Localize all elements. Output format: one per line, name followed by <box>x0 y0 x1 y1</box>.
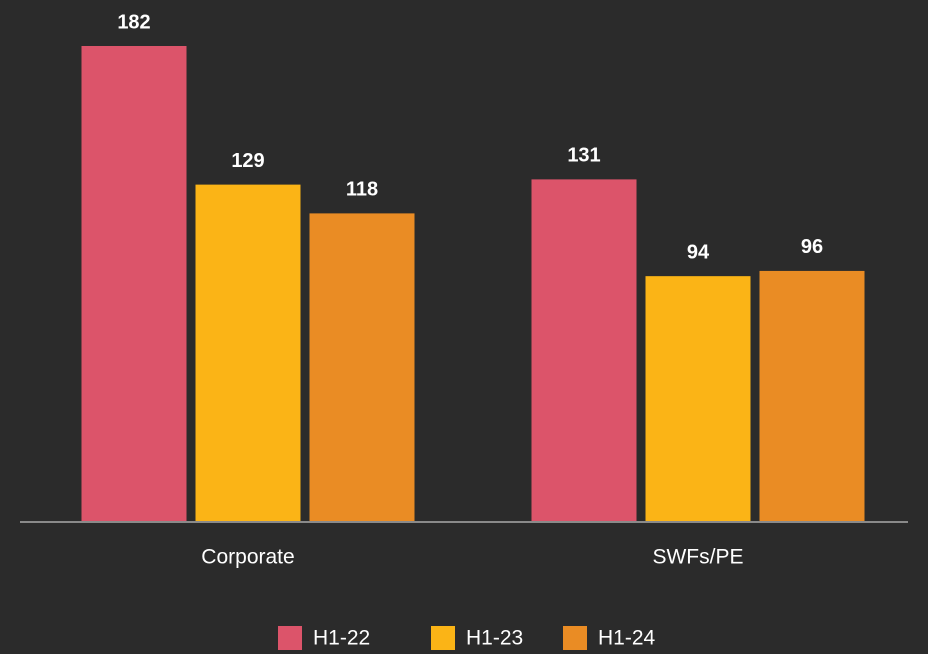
data-label: 129 <box>231 150 264 172</box>
legend-label: H1-24 <box>598 627 656 650</box>
data-label: 118 <box>346 179 378 201</box>
bar <box>759 270 865 522</box>
x-tick-label: Corporate <box>201 546 294 569</box>
data-label: 182 <box>117 11 150 33</box>
data-label: 131 <box>567 145 600 167</box>
legend-label: H1-23 <box>466 627 523 650</box>
legend-label: H1-22 <box>313 627 370 650</box>
bar <box>645 276 751 522</box>
data-label: 94 <box>687 241 710 263</box>
legend-swatch <box>431 626 455 650</box>
bar <box>531 179 637 522</box>
x-tick-label: SWFs/PE <box>652 546 743 569</box>
data-label: 96 <box>801 236 823 258</box>
legend-swatch <box>278 626 302 650</box>
bar <box>81 46 187 522</box>
legend-swatch <box>563 626 587 650</box>
bar <box>195 184 301 522</box>
bar <box>309 213 415 522</box>
